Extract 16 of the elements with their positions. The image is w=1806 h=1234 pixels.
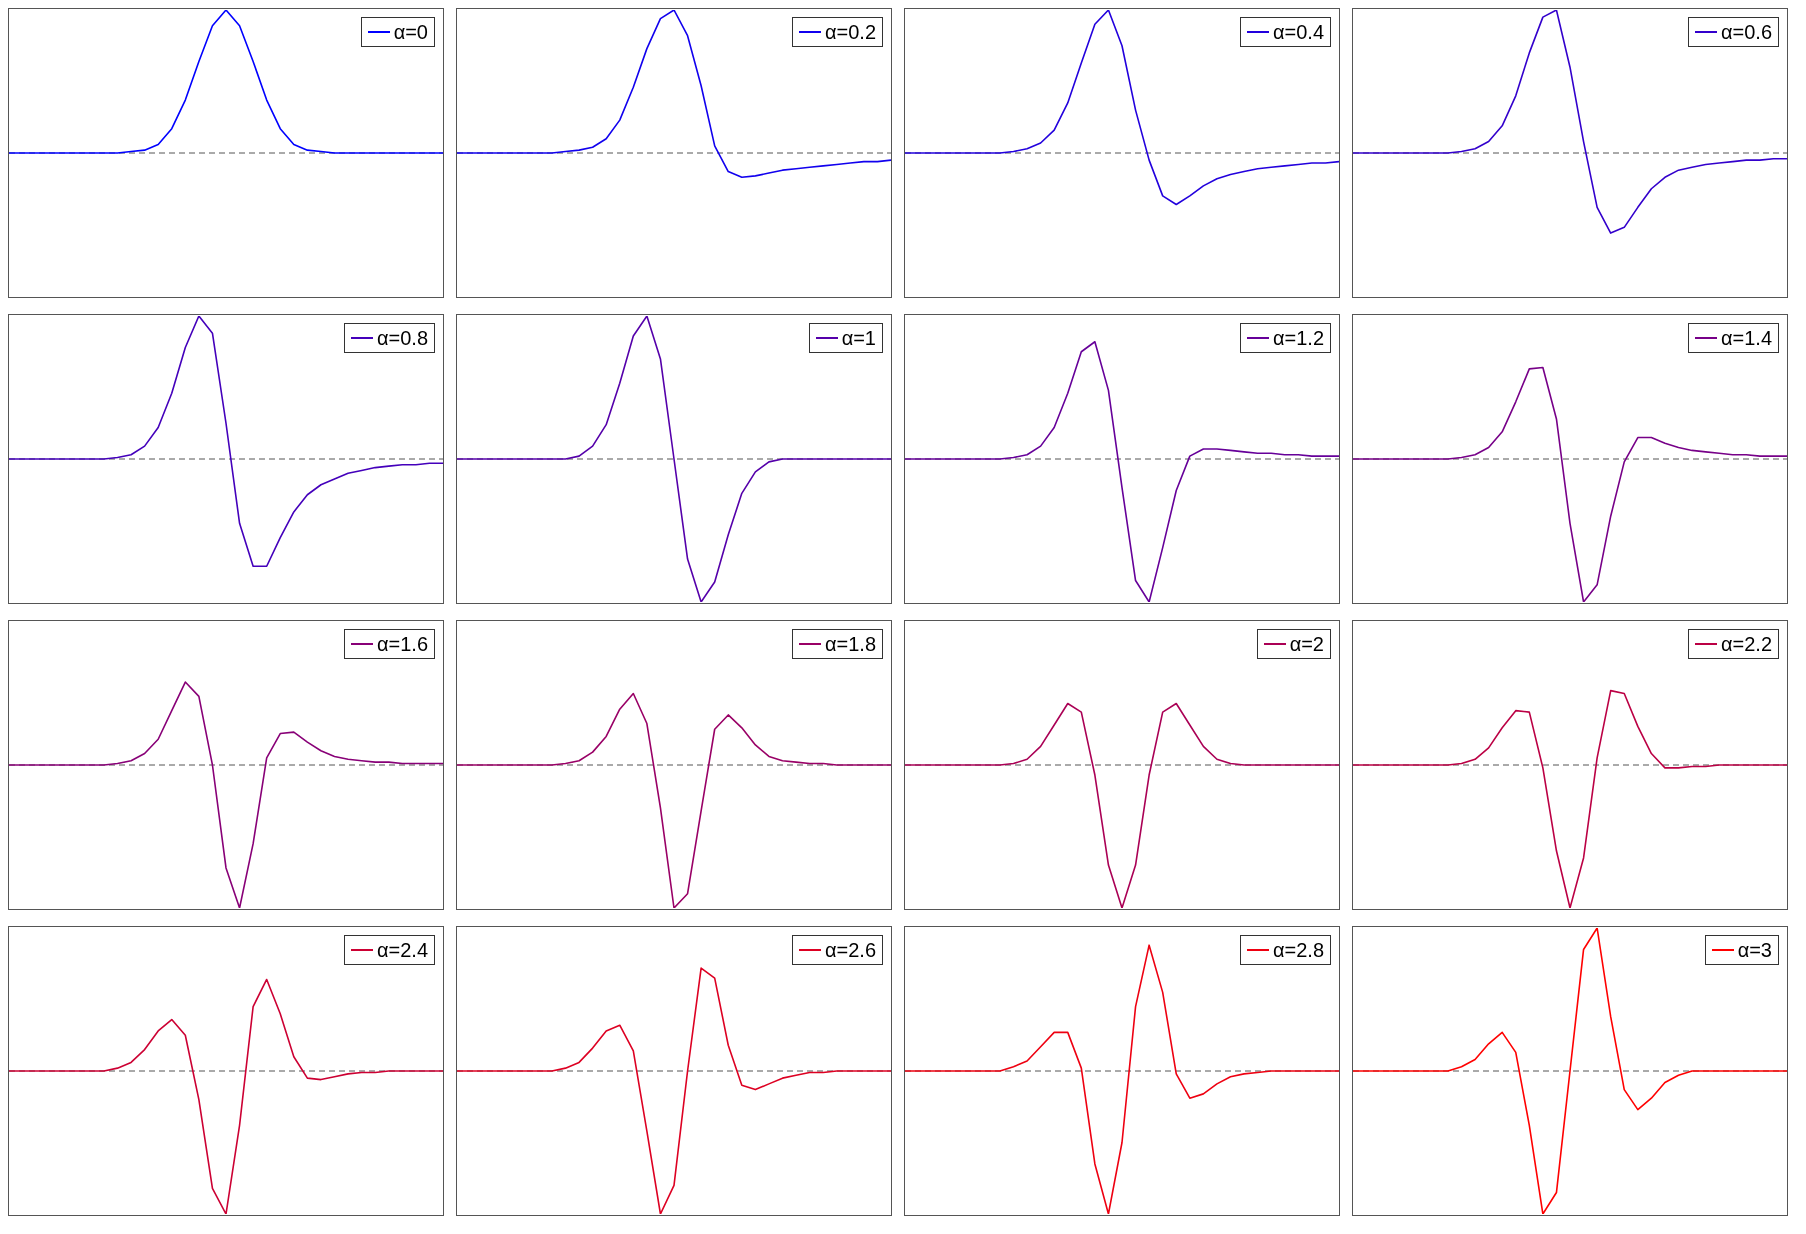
legend-label: α=0 [393, 20, 428, 44]
legend-label: α=2.4 [376, 938, 428, 962]
legend-label: α=0.4 [1272, 20, 1324, 44]
legend-label: α=1.8 [824, 632, 876, 656]
legend-label: α=1 [841, 326, 876, 350]
legend-label: α=2.2 [1720, 632, 1772, 656]
legend-label: α=2 [1289, 632, 1324, 656]
legend-label: α=0.6 [1720, 20, 1772, 44]
legend-label: α=0.8 [376, 326, 428, 350]
legend-label: α=1.2 [1272, 326, 1324, 350]
legend-label: α=3 [1737, 938, 1772, 962]
legend-label: α=0.2 [824, 20, 876, 44]
legend-label: α=2.6 [824, 938, 876, 962]
legend-label: α=1.6 [376, 632, 428, 656]
legend-label: α=2.8 [1272, 938, 1324, 962]
legend-label: α=1.4 [1720, 326, 1772, 350]
